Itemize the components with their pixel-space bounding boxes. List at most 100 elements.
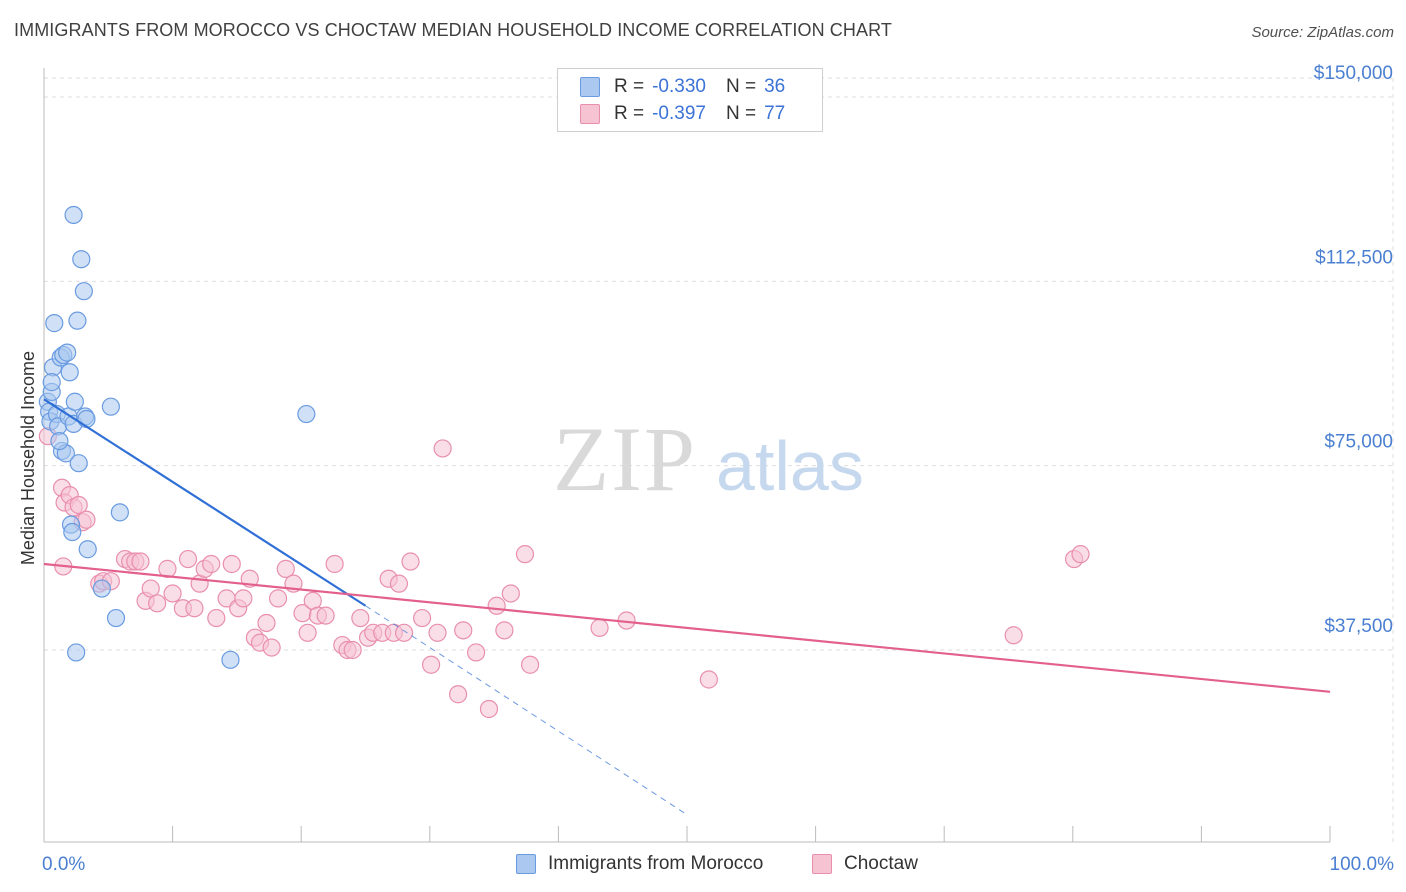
choctaw-point xyxy=(325,554,344,574)
choctaw-point xyxy=(428,623,447,642)
stats-legend: R = -0.330 N = 36 R = -0.397 N = 77 xyxy=(557,68,823,132)
morocco-point xyxy=(69,454,88,473)
morocco-point xyxy=(101,397,120,416)
choctaw-point xyxy=(234,589,253,608)
legend-swatch-choctaw xyxy=(580,104,600,124)
morocco-point xyxy=(50,431,69,451)
legend-n-label: N = xyxy=(725,76,757,97)
choctaw-point xyxy=(268,589,288,608)
legend-swatch-morocco xyxy=(580,77,600,97)
morocco-point xyxy=(297,404,316,424)
choctaw-point xyxy=(185,599,204,618)
source-label: Source: ZipAtlas.com xyxy=(1251,24,1394,41)
choctaw-point xyxy=(487,596,506,615)
legend-n-label: N = xyxy=(725,103,757,124)
watermark-zip: ZIP xyxy=(553,408,697,510)
legend-r-label: R = xyxy=(614,76,645,97)
choctaw-point xyxy=(178,549,198,569)
bottom-legend-swatch-choctaw xyxy=(812,854,832,874)
legend-n-value: 36 xyxy=(764,76,786,97)
morocco-point xyxy=(92,579,111,598)
choctaw-point xyxy=(515,545,535,564)
y-tick-labels: $37,500 $75,000 $112,500 $150,000 xyxy=(1314,63,1393,637)
y-tick-label: $37,500 xyxy=(1324,616,1393,637)
morocco-point xyxy=(68,311,87,330)
trend-lines xyxy=(43,398,1331,816)
bottom-legend-swatch-morocco xyxy=(516,854,536,874)
morocco-point xyxy=(45,314,64,333)
morocco-trend-line xyxy=(43,398,367,607)
legend-row-choctaw: R = -0.397 N = 77 xyxy=(580,102,785,126)
choctaw-point xyxy=(351,608,370,628)
morocco-point xyxy=(64,205,83,225)
morocco-point xyxy=(110,503,129,522)
choctaw-point xyxy=(131,552,150,571)
choctaw-point xyxy=(262,638,281,657)
morocco-point xyxy=(65,392,84,411)
morocco-point xyxy=(106,608,126,628)
bottom-legend-morocco: Immigrants from Morocco xyxy=(516,852,763,876)
choctaw-trend-line xyxy=(43,562,1331,693)
choctaw-point xyxy=(448,685,468,704)
morocco-point xyxy=(221,650,240,669)
choctaw-point xyxy=(521,655,540,674)
axes xyxy=(43,68,1331,843)
choctaw-point xyxy=(433,439,452,458)
morocco-point xyxy=(60,363,79,382)
choctaw-point xyxy=(148,594,167,613)
choctaw-point xyxy=(466,643,486,662)
choctaw-point xyxy=(699,670,718,689)
bottom-legend-label-choctaw: Choctaw xyxy=(844,853,918,874)
legend-n-value: 77 xyxy=(764,103,786,124)
choctaw-point xyxy=(257,613,276,633)
watermark-atlas: atlas xyxy=(716,427,864,505)
choctaw-point xyxy=(479,699,499,719)
choctaw-point xyxy=(77,510,96,529)
chart-title: IMMIGRANTS FROM MOROCCO VS CHOCTAW MEDIA… xyxy=(14,20,892,40)
morocco-points xyxy=(38,205,316,669)
choctaw-point xyxy=(501,584,520,603)
morocco-point xyxy=(58,343,77,362)
choctaw-point xyxy=(69,495,88,515)
choctaw-point xyxy=(343,640,362,660)
choctaw-point xyxy=(222,554,241,574)
choctaw-point xyxy=(590,618,609,637)
morocco-point xyxy=(77,409,96,429)
choctaw-point xyxy=(412,608,432,628)
choctaw-point xyxy=(276,559,295,578)
choctaw-point xyxy=(1071,545,1090,564)
morocco-point xyxy=(78,540,97,559)
choctaw-point xyxy=(1004,626,1023,645)
morocco-point xyxy=(67,643,86,662)
morocco-trend-line-extension xyxy=(365,605,688,816)
choctaw-point xyxy=(163,584,182,603)
legend-r-value: -0.397 xyxy=(652,103,706,124)
x-tick-right: 100.0% xyxy=(1330,854,1395,875)
morocco-point xyxy=(63,522,82,542)
morocco-point xyxy=(42,373,61,392)
morocco-point xyxy=(72,250,91,269)
legend-r-value: -0.330 xyxy=(652,76,706,97)
y-tick-label: $112,500 xyxy=(1315,247,1393,268)
choctaw-point xyxy=(316,606,335,625)
bottom-legend-label-morocco: Immigrants from Morocco xyxy=(548,853,764,874)
choctaw-point xyxy=(394,623,414,642)
choctaw-point xyxy=(207,608,226,628)
choctaw-point xyxy=(298,623,317,642)
legend-r-label: R = xyxy=(614,103,645,124)
y-axis-title: Median Household Income xyxy=(18,351,38,565)
y-tick-label: $150,000 xyxy=(1314,63,1393,84)
watermark: ZIP atlas xyxy=(553,408,864,510)
choctaw-point xyxy=(202,554,221,574)
y-tick-label: $75,000 xyxy=(1324,432,1393,453)
choctaw-point xyxy=(389,574,409,593)
morocco-point xyxy=(74,282,93,301)
x-tick-left: 0.0% xyxy=(42,854,85,875)
choctaw-point xyxy=(421,655,441,674)
choctaw-point xyxy=(401,552,420,571)
choctaw-point xyxy=(454,621,473,640)
choctaw-point xyxy=(158,559,177,578)
choctaw-point xyxy=(495,621,514,640)
legend-row-morocco: R = -0.330 N = 36 xyxy=(580,75,785,99)
